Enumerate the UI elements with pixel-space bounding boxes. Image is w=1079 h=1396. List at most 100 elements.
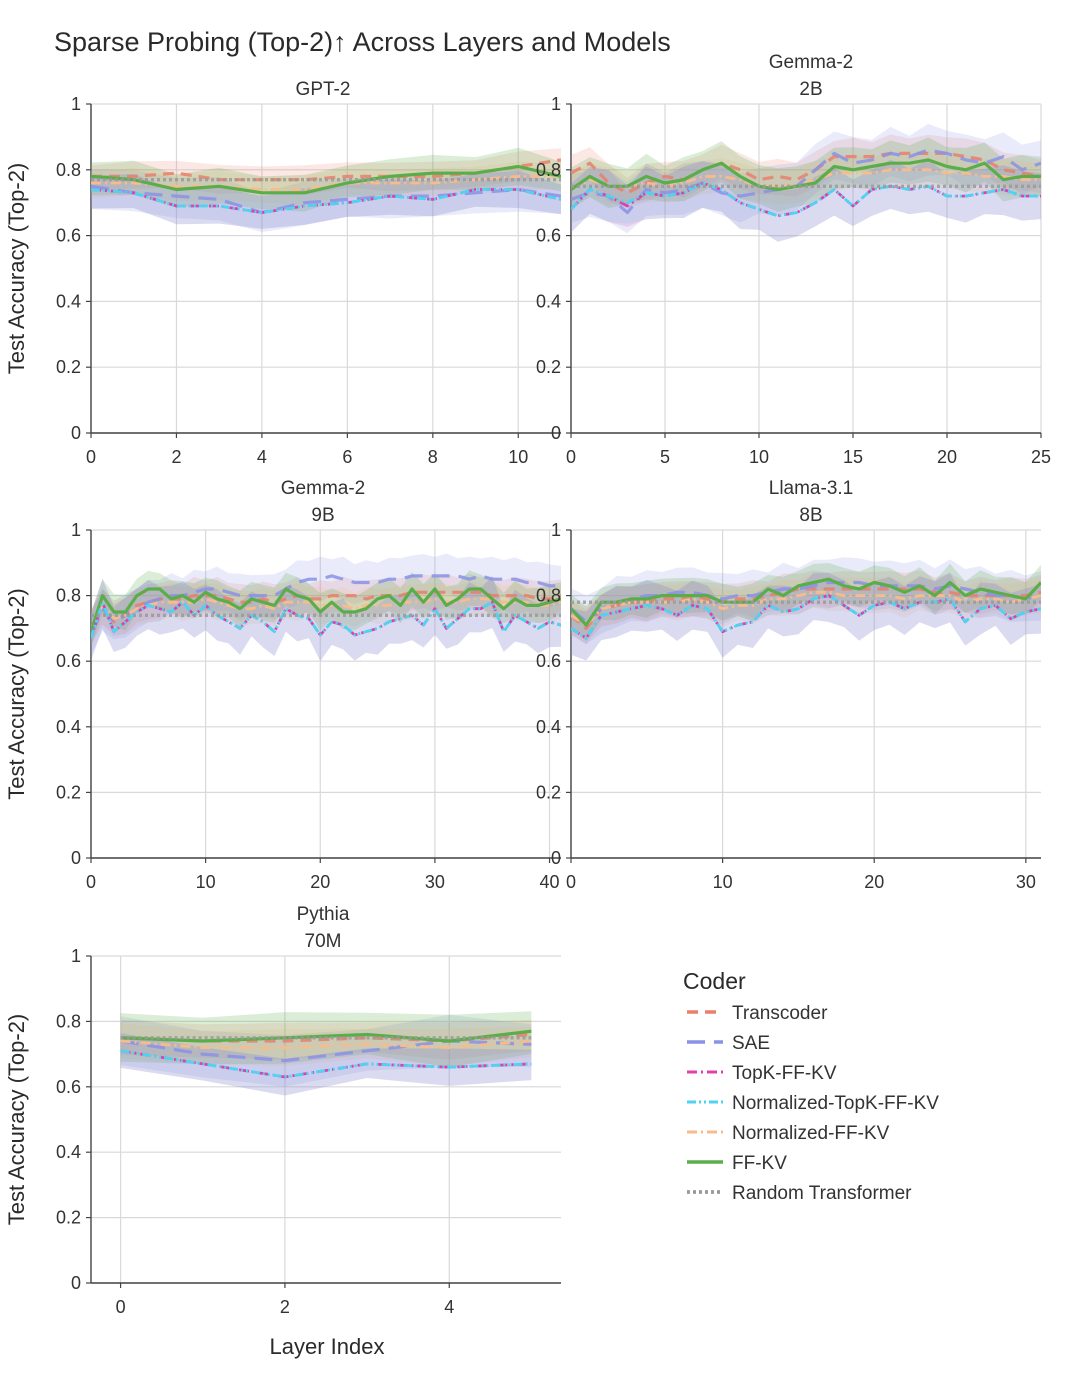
x-tick-label: 4 xyxy=(444,1297,454,1317)
y-tick-label: 0.6 xyxy=(536,651,561,671)
y-tick-label: 0 xyxy=(551,423,561,443)
band-normalized-topk-ff-kv xyxy=(91,170,561,229)
series-line-normalized-ff-kv xyxy=(571,168,1041,191)
y-tick-label: 0.4 xyxy=(56,1142,81,1162)
y-tick-label: 0.8 xyxy=(56,586,81,606)
y-tick-label: 0 xyxy=(551,848,561,868)
y-tick-label: 0.2 xyxy=(56,1208,81,1228)
x-tick-label: 0 xyxy=(116,1297,126,1317)
y-tick-label: 0.2 xyxy=(536,357,561,377)
x-tick-label: 0 xyxy=(86,447,96,467)
series-line-normalized-ff-kv xyxy=(120,1039,532,1049)
x-tick-label: 30 xyxy=(1016,872,1036,892)
x-tick-label: 15 xyxy=(843,447,863,467)
band-normalized-ff-kv xyxy=(571,150,1041,207)
panel-title: 2B xyxy=(799,79,822,100)
y-tick-label: 0.8 xyxy=(56,1011,81,1031)
band-topk-ff-kv xyxy=(91,576,561,662)
band-ff-kv xyxy=(571,563,1041,641)
y-axis-label: Test Accuracy (Top-2) xyxy=(4,1014,29,1226)
series-line-transcoder xyxy=(571,151,1041,195)
series-line-ff-kv xyxy=(571,577,1041,627)
series-line-sae xyxy=(91,184,561,215)
x-tick-label: 30 xyxy=(425,872,445,892)
legend: Coder Transcoder SAE TopK-FF-KV Normalized-… xyxy=(683,968,939,1204)
series-line-normalized-topk-ff-kv xyxy=(571,181,1041,218)
panel-title: GPT-2 xyxy=(296,79,351,100)
y-tick-label: 1 xyxy=(71,946,81,966)
series-line-normalized-topk-ff-kv xyxy=(91,188,561,215)
figure-title: Sparse Probing (Top-2)↑ Across Layers an… xyxy=(54,27,671,57)
legend-label-sae: SAE xyxy=(732,1033,770,1054)
x-tick-label: 0 xyxy=(566,447,576,467)
y-tick-label: 0.4 xyxy=(536,291,561,311)
panel-title: 8B xyxy=(799,505,822,526)
x-tick-label: 20 xyxy=(937,447,957,467)
y-tick-label: 0.4 xyxy=(56,291,81,311)
panel-title: Gemma-2 xyxy=(281,478,365,499)
y-tick-label: 0 xyxy=(71,1273,81,1293)
y-tick-label: 0.2 xyxy=(536,782,561,802)
panel-title: Gemma-2 xyxy=(769,52,853,73)
y-tick-label: 0.2 xyxy=(56,782,81,802)
series-line-sae xyxy=(571,148,1041,215)
band-normalized-topk-ff-kv xyxy=(91,576,561,662)
panel-pythia-70m: 0 0.2 0.4 0.6 0.8 1 0 2 4 Pythia 70M Test Accuracy … xyxy=(4,904,561,1317)
legend-title: Coder xyxy=(683,968,746,994)
y-tick-label: 1 xyxy=(551,94,561,114)
series-line-sae xyxy=(120,1039,532,1063)
x-tick-label: 2 xyxy=(280,1297,290,1317)
series-line-normalized-topk-ff-kv xyxy=(91,600,561,639)
panel-title: Llama-3.1 xyxy=(769,478,854,499)
series-line-normalized-ff-kv xyxy=(91,174,561,191)
plot-area xyxy=(571,123,1041,242)
x-tick-label: 10 xyxy=(508,447,528,467)
x-tick-label: 5 xyxy=(660,447,670,467)
band-sae xyxy=(120,1014,532,1087)
x-tick-label: 20 xyxy=(310,872,330,892)
y-tick-label: 0.4 xyxy=(56,717,81,737)
plot-area xyxy=(571,557,1041,661)
series-line-ff-kv xyxy=(91,587,561,633)
x-tick-label: 0 xyxy=(86,872,96,892)
x-tick-label: 10 xyxy=(713,872,733,892)
y-tick-label: 0.6 xyxy=(536,226,561,246)
plot-area xyxy=(120,1011,532,1096)
y-tick-label: 1 xyxy=(71,520,81,540)
legend-label-topk-ff-kv: TopK-FF-KV xyxy=(732,1063,837,1084)
legend-label-transcoder: Transcoder xyxy=(732,1003,828,1024)
x-tick-label: 4 xyxy=(257,447,267,467)
y-tick-label: 1 xyxy=(71,94,81,114)
plot-area xyxy=(91,553,561,662)
plot-area xyxy=(91,147,561,233)
band-transcoder xyxy=(91,148,561,195)
band-sae xyxy=(91,167,561,233)
y-tick-label: 0 xyxy=(71,423,81,443)
legend-label-ff-kv: FF-KV xyxy=(732,1153,787,1174)
y-tick-label: 0.2 xyxy=(56,357,81,377)
x-tick-label: 20 xyxy=(864,872,884,892)
band-topk-ff-kv xyxy=(91,170,561,229)
y-axis-label: Test Accuracy (Top-2) xyxy=(4,588,29,800)
x-tick-label: 10 xyxy=(749,447,769,467)
x-tick-label: 2 xyxy=(171,447,181,467)
y-axis-label: Test Accuracy (Top-2) xyxy=(4,163,29,375)
x-tick-label: 25 xyxy=(1031,447,1051,467)
legend-label-normalized-topk-ff-kv: Normalized-TopK-FF-KV xyxy=(732,1093,939,1114)
panel-title: 9B xyxy=(311,505,334,526)
panel-title: Pythia xyxy=(297,904,350,925)
x-tick-label: 6 xyxy=(342,447,352,467)
y-tick-label: 0.8 xyxy=(56,160,81,180)
x-tick-label: 40 xyxy=(540,872,560,892)
series-line-sae xyxy=(91,574,561,636)
band-topk-ff-kv xyxy=(120,1033,532,1096)
x-tick-label: 8 xyxy=(428,447,438,467)
y-tick-label: 1 xyxy=(551,520,561,540)
series-line-normalized-topk-ff-kv xyxy=(120,1049,532,1079)
